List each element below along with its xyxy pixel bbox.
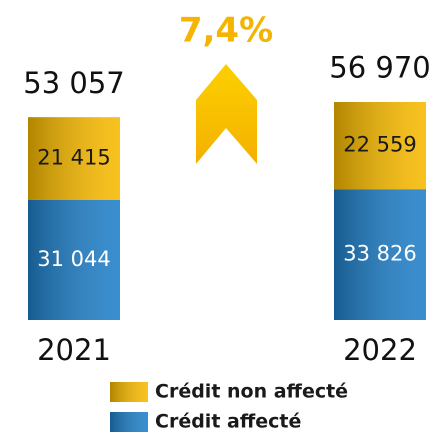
legend-swatch-shade <box>110 382 148 402</box>
growth-arrow <box>196 64 257 164</box>
legend-swatch-shade <box>110 412 148 432</box>
value-label: 31 044 <box>37 247 110 271</box>
total-label: 56 970 <box>329 51 430 85</box>
bar-shade <box>28 199 120 320</box>
bar-shade <box>334 102 426 190</box>
bar-shade <box>28 117 120 200</box>
value-label: 22 559 <box>343 133 416 157</box>
total-label: 53 057 <box>23 66 124 100</box>
legend-label: Crédit non affecté <box>155 381 348 403</box>
value-label: 21 415 <box>37 146 110 170</box>
x-tick-label: 2021 <box>37 333 111 367</box>
x-tick-label: 2022 <box>343 333 417 367</box>
annotation: 7,4% <box>179 11 273 51</box>
value-label: 33 826 <box>343 242 416 266</box>
legend-label: Crédit affecté <box>155 411 301 432</box>
bar-shade <box>334 189 426 320</box>
